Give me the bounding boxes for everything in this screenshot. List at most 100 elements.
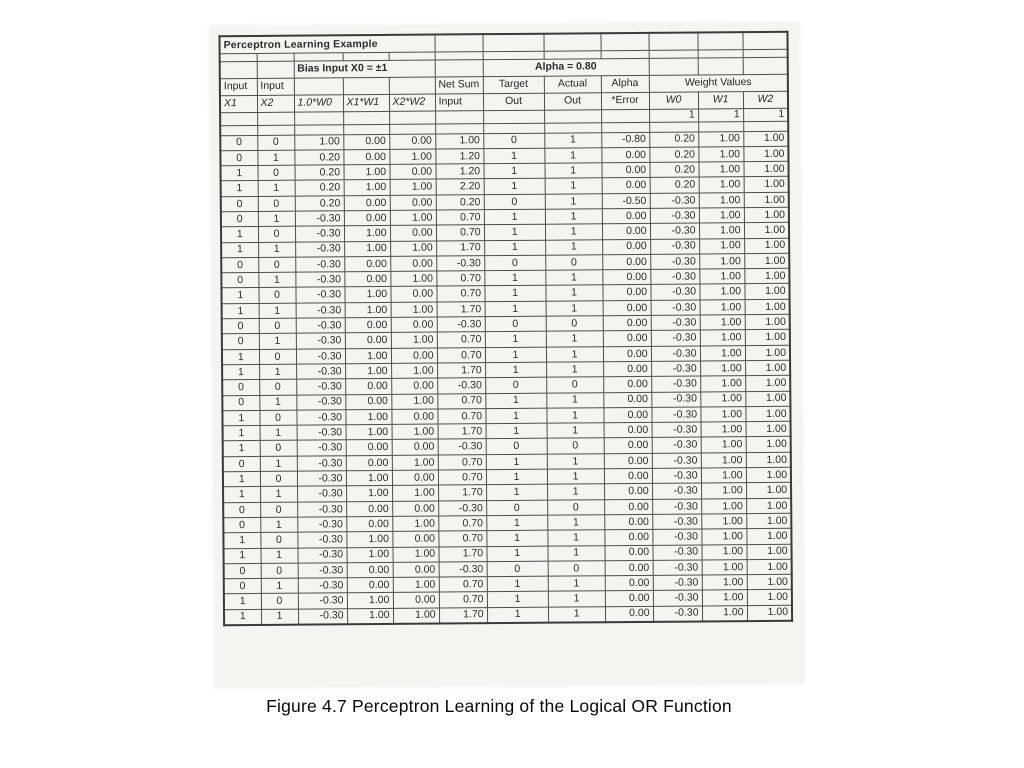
empty-cell	[600, 32, 649, 51]
table-cell: 1	[220, 165, 258, 182]
table-cell: 0	[257, 134, 295, 151]
table-cell: -0.30	[294, 226, 345, 242]
empty-cell	[434, 59, 483, 77]
table-cell: 1.00	[346, 608, 394, 624]
table-cell: 1	[545, 239, 603, 256]
table-cell: 1.00	[346, 485, 393, 502]
table-cell: 0.00	[601, 147, 650, 163]
table-cell: 1.20	[435, 148, 484, 165]
table-cell: 1.70	[439, 607, 488, 624]
table-cell: 0.00	[345, 439, 392, 456]
bias-input-label: Bias Input X0 = ±1	[293, 59, 435, 78]
table-cell: -0.30	[650, 223, 700, 239]
table-cell: -0.30	[650, 315, 700, 331]
table-cell: 0.00	[603, 422, 652, 439]
table-cell: 0.00	[601, 208, 651, 225]
table-cell: -0.30	[295, 271, 345, 288]
table-cell: 0.00	[604, 560, 653, 576]
table-cell: 1	[259, 425, 297, 441]
figure-caption: Figure 4.7 Perceptron Learning of the Lo…	[266, 696, 732, 716]
table-cell: 1.00	[698, 207, 745, 224]
table-cell: -0.30	[297, 547, 347, 563]
table-cell: 1.00	[392, 577, 439, 593]
table-cell: 0.00	[602, 300, 651, 316]
table-cell: -0.30	[651, 452, 701, 469]
table-cell: 0.00	[344, 271, 391, 288]
table-cell: 0.00	[604, 498, 653, 515]
col-header-input-1: Input	[219, 77, 257, 96]
table-cell: -0.30	[296, 440, 346, 456]
table-cell: 1.00	[746, 574, 792, 591]
table-cell: 0.00	[390, 255, 437, 272]
table-cell: 0.00	[343, 149, 390, 165]
table-cell: 1.00	[700, 375, 746, 392]
table-cell: 1.00	[699, 299, 745, 316]
table-cell: 0.00	[603, 468, 653, 485]
table-cell: 1	[223, 609, 262, 625]
table-cell: 1.00	[390, 301, 437, 318]
table-cell: 1	[258, 272, 296, 288]
table-cell: 0.00	[603, 453, 652, 469]
table-cell: 0.00	[392, 500, 439, 517]
table-cell: 0	[259, 440, 297, 457]
table-cell: 0.20	[294, 180, 344, 196]
table-cell: 1.00	[745, 406, 791, 422]
table-cell: 0	[260, 501, 298, 518]
table-cell: 0.00	[602, 330, 651, 347]
table-cell: 0.00	[343, 210, 390, 227]
table-cell: 1.00	[743, 191, 789, 208]
table-cell: 0.00	[391, 408, 438, 425]
table-cell: 1.00	[698, 131, 744, 147]
col-header-w0: W0	[649, 91, 699, 109]
table-cell: 0	[485, 438, 547, 455]
table-cell: -0.30	[652, 498, 702, 515]
table-cell: 0.00	[345, 455, 392, 471]
empty-cell	[742, 31, 788, 50]
empty-cell	[342, 76, 389, 95]
table-cell: -0.30	[652, 544, 702, 561]
col-header-x2w2: X2*W2	[388, 93, 436, 111]
empty-cell	[256, 60, 294, 78]
table-cell: 2.20	[435, 179, 484, 195]
table-cell: 1.00	[745, 360, 791, 376]
table-cell: -0.30	[436, 255, 485, 272]
table-cell: 0.20	[649, 162, 699, 178]
table-cell: -0.30	[653, 605, 703, 622]
table-cell: 0	[221, 318, 259, 335]
table-cell: -0.30	[651, 360, 701, 377]
table-cell: 0.00	[343, 133, 390, 150]
table-cell: -0.30	[652, 559, 702, 576]
table-cell: 0.00	[605, 606, 654, 622]
table-cell: 1.00	[435, 133, 484, 149]
table-cell: -0.30	[438, 561, 487, 578]
table-cell: -0.30	[652, 529, 702, 545]
table-cell: 1.00	[746, 559, 792, 575]
table-cell: 0	[223, 578, 261, 595]
table-cell: 0	[486, 560, 548, 577]
table-cell: 0	[259, 409, 297, 426]
table-cell: 0	[223, 563, 261, 579]
table-cell: 0.70	[435, 209, 485, 226]
table-cell: 1	[483, 178, 545, 195]
empty-cell	[742, 56, 788, 75]
table-cell: 1	[545, 269, 603, 286]
table-cell: 0.70	[438, 592, 488, 608]
table-cell: 0	[546, 438, 604, 454]
col-header-alpha-error: *Error	[601, 91, 650, 110]
empty-cell	[483, 109, 545, 124]
table-cell: 0.00	[603, 437, 652, 454]
empty-cell	[601, 108, 650, 123]
table-cell: 1.00	[746, 543, 792, 560]
table-cell: 1	[545, 224, 603, 240]
table-cell: 0	[547, 560, 605, 577]
empty-cell	[294, 111, 344, 125]
table-cell: 0	[484, 255, 546, 271]
col-header-input-2: Input	[256, 77, 294, 95]
table-cell: 1.00	[743, 130, 789, 147]
table-cell: 1	[545, 300, 603, 317]
table-cell: 1	[223, 593, 261, 610]
table-cell: 0.00	[392, 561, 439, 578]
table-cell: 0	[223, 502, 261, 518]
table-cell: 1.00	[746, 482, 792, 499]
table-cell: -0.30	[437, 439, 486, 455]
